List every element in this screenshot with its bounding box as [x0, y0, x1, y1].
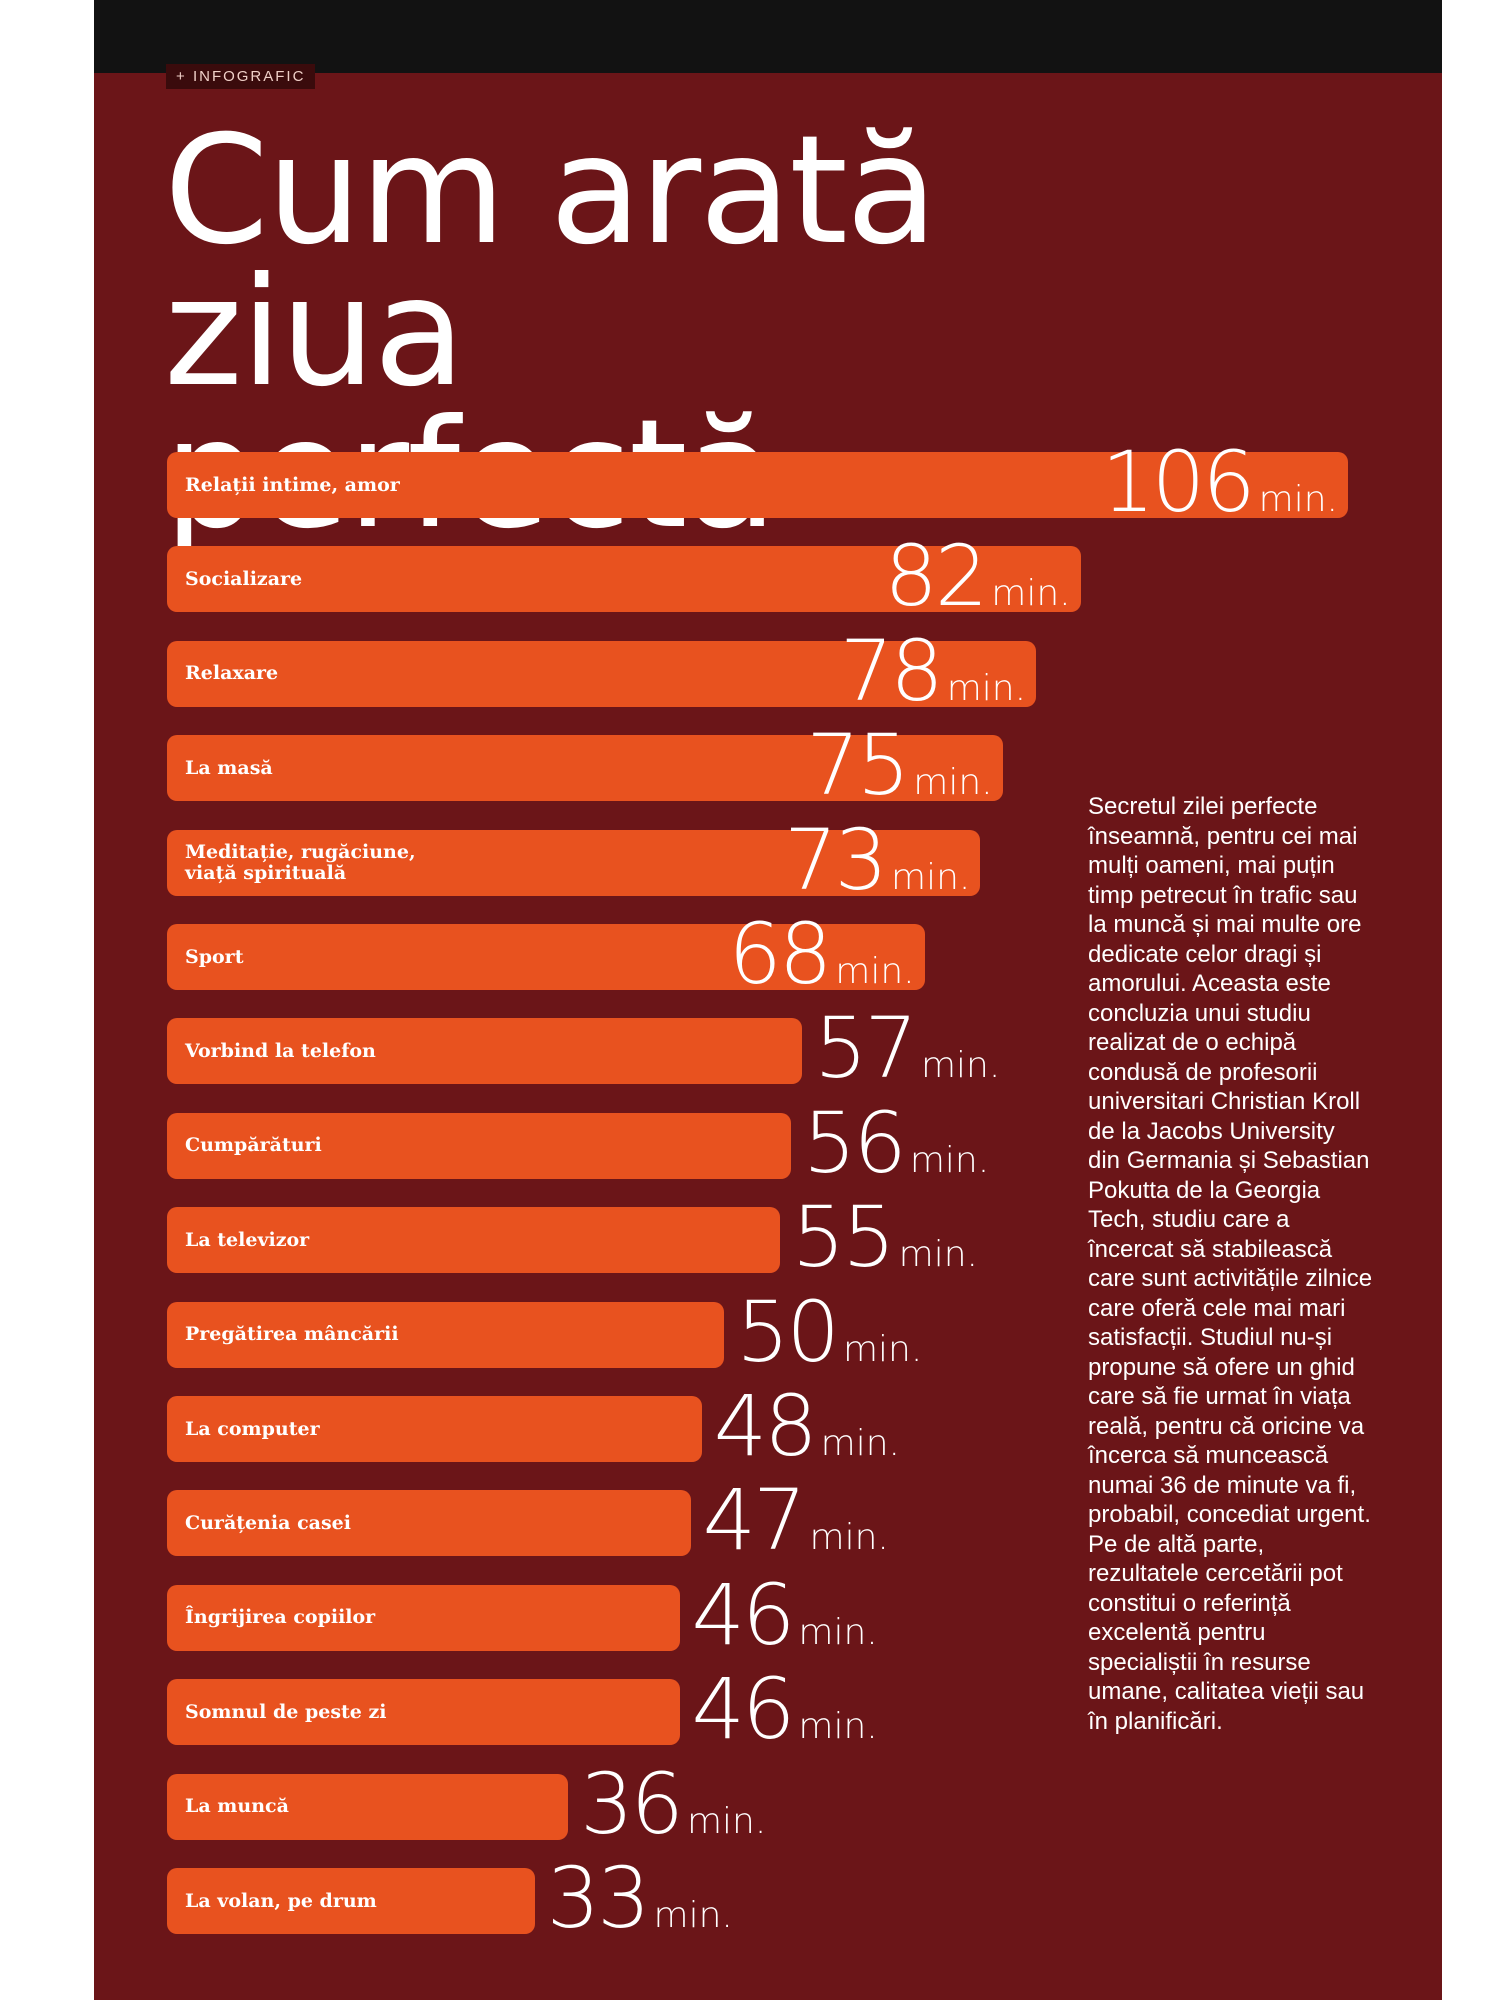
bar	[167, 829, 981, 896]
value-label: 46 min.	[692, 1667, 878, 1769]
value-label: 82 min.	[884, 534, 1070, 636]
unit-label: min.	[891, 856, 971, 898]
unit-label: min.	[842, 1328, 923, 1370]
value-number: 36	[580, 1754, 684, 1853]
value-number: 57	[814, 999, 918, 1098]
value-label: 68 min.	[728, 912, 914, 1014]
unit-label: min.	[898, 1234, 979, 1276]
bar	[167, 1773, 569, 1840]
infographic: + INFOGRAFIC Cum arată ziua perfectă Rel…	[94, 0, 1442, 2000]
category-label: Curățenia casei	[185, 1511, 351, 1534]
category-label: Îngrijirea copiilor	[185, 1606, 376, 1629]
value-label: 36 min.	[580, 1762, 766, 1864]
unit-label: min.	[686, 1800, 767, 1842]
value-number: 56	[802, 1093, 907, 1192]
value-number: 106	[1101, 433, 1255, 531]
value-label: 73 min.	[784, 818, 970, 920]
value-label: 50 min.	[736, 1290, 922, 1392]
category-label: Vorbind la telefon	[185, 1039, 376, 1062]
bar	[167, 1301, 725, 1368]
category-label: Sport	[185, 945, 244, 968]
category-label: La televizor	[185, 1228, 310, 1251]
value-label: 46 min.	[692, 1573, 878, 1675]
category-label: La muncă	[185, 1795, 289, 1818]
value-label: 47 min.	[703, 1478, 889, 1580]
unit-label: min.	[653, 1895, 733, 1936]
category-label: Pregătirea mâncării	[185, 1323, 399, 1346]
unit-label: min.	[909, 1139, 990, 1181]
category-label: Meditație, rugăciune, viață spirituală	[185, 840, 416, 884]
unit-label: min.	[946, 667, 1027, 709]
bar	[167, 1584, 680, 1651]
bar	[167, 640, 1037, 707]
bar	[167, 735, 1003, 802]
category-label: Socializare	[185, 567, 303, 590]
bar	[167, 452, 1348, 518]
category-label: Somnul de peste zi	[185, 1700, 387, 1723]
value-number: 55	[791, 1188, 896, 1287]
category-label: La masă	[185, 756, 273, 779]
section-label: + INFOGRAFIC	[166, 64, 316, 89]
bar	[167, 546, 1081, 613]
value-number: 73	[784, 810, 888, 909]
unit-label: min.	[913, 762, 993, 804]
category-label: Cumpărături	[185, 1134, 322, 1157]
value-number: 48	[713, 1377, 818, 1475]
unit-label: min.	[991, 573, 1071, 615]
value-label: 75 min.	[806, 723, 992, 825]
value-number: 78	[839, 621, 944, 720]
bar	[167, 1112, 791, 1179]
value-number: 33	[546, 1849, 651, 1947]
bar	[167, 1679, 680, 1746]
value-label: 57 min.	[814, 1006, 1000, 1108]
value-number: 82	[884, 527, 988, 626]
bar	[167, 1018, 803, 1085]
unit-label: min.	[798, 1611, 878, 1653]
bar	[167, 1396, 702, 1462]
bar	[167, 1868, 535, 1934]
unit-label: min.	[798, 1706, 878, 1748]
value-number: 50	[736, 1282, 840, 1381]
annotation: Secretul zilei perfecte înseamnă, pentru…	[1088, 793, 1373, 1735]
value-label: 78 min.	[840, 629, 1026, 731]
value-number: 68	[728, 905, 832, 1003]
value-number: 46	[691, 1660, 796, 1759]
value-number: 46	[691, 1565, 796, 1664]
value-label: 33 min.	[547, 1856, 733, 1958]
value-label: 106 min.	[1101, 440, 1338, 542]
value-label: 48 min.	[714, 1384, 900, 1486]
unit-label: min.	[809, 1517, 889, 1559]
value-label: 56 min.	[803, 1101, 989, 1203]
value-number: 75	[806, 716, 910, 815]
bar	[167, 1490, 691, 1557]
category-label: La volan, pe drum	[185, 1889, 377, 1912]
category-label: La computer	[185, 1417, 320, 1440]
unit-label: min.	[835, 951, 915, 992]
bar	[167, 924, 925, 990]
category-label: Relaxare	[185, 662, 279, 685]
category-label: Relații intime, amor	[185, 473, 400, 496]
value-label: 55 min.	[792, 1195, 978, 1297]
bar	[167, 1207, 780, 1274]
unit-label: min.	[920, 1045, 1001, 1087]
unit-label: min.	[1258, 479, 1338, 520]
top-bar	[94, 0, 1442, 73]
unit-label: min.	[820, 1423, 901, 1464]
section-label-text: INFOGRAFIC	[192, 68, 306, 85]
value-number: 47	[702, 1471, 807, 1570]
